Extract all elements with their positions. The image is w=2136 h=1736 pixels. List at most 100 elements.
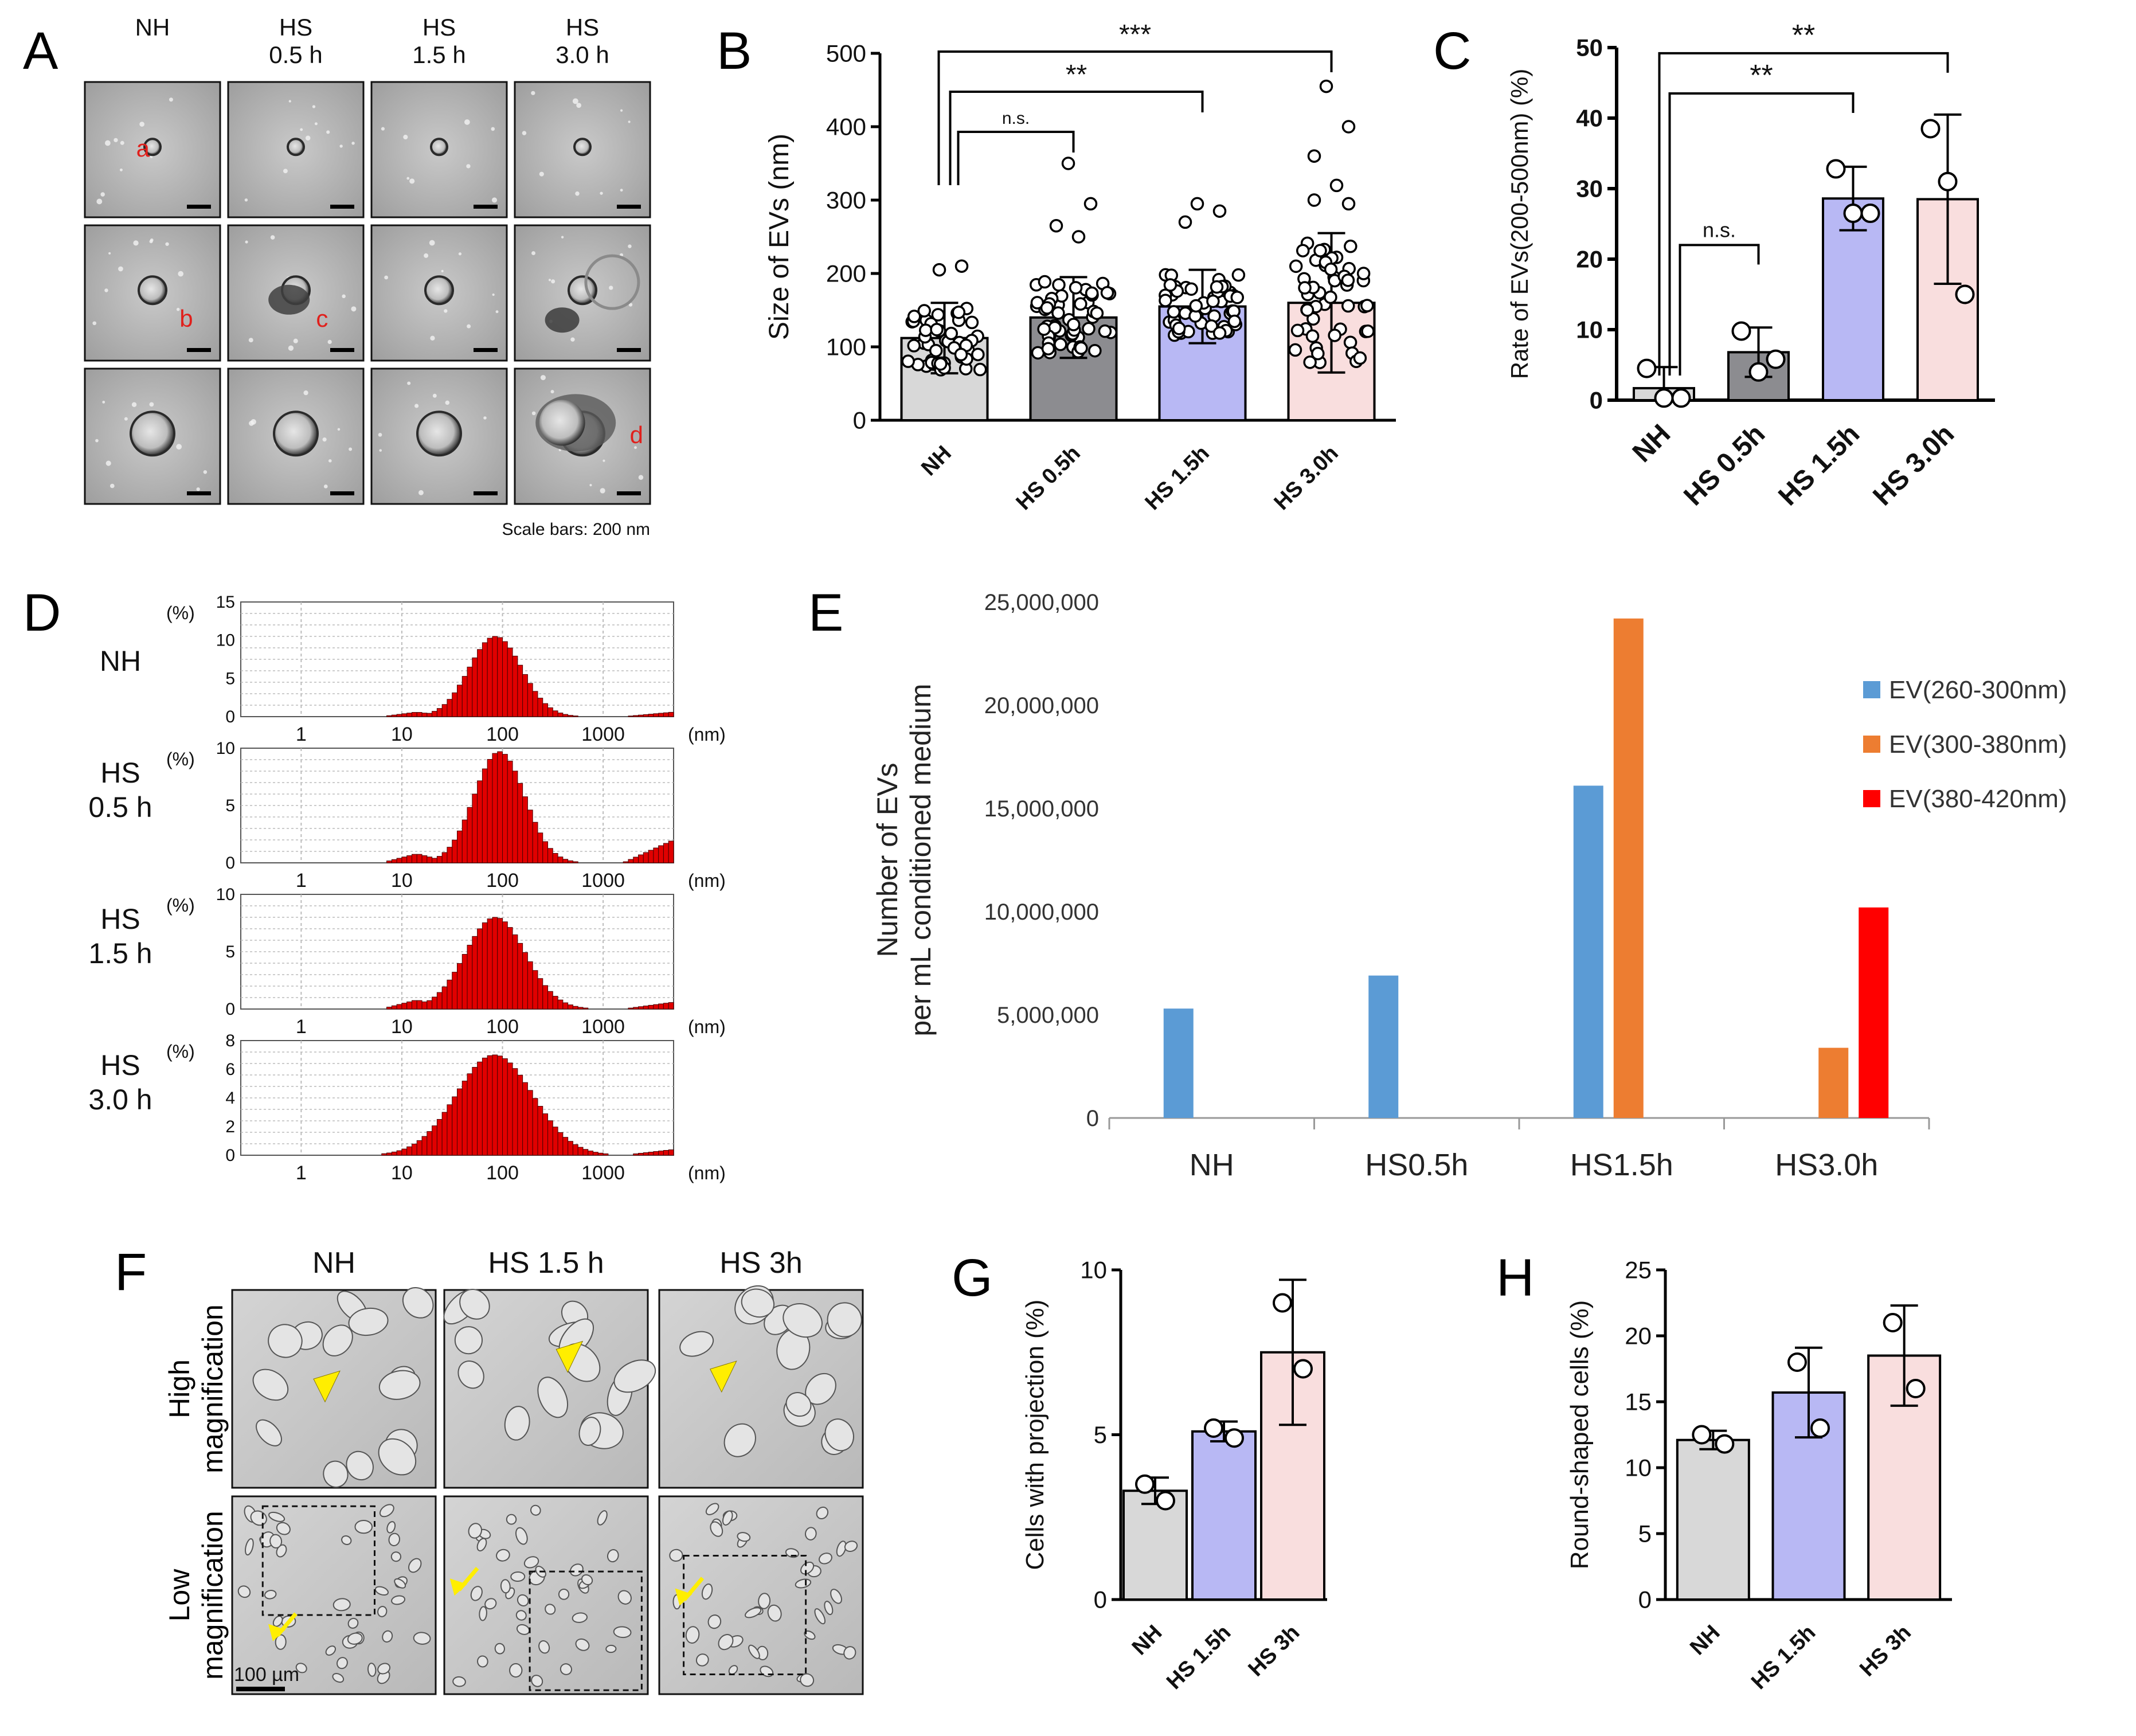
data-point	[1273, 1293, 1292, 1313]
cell-shape	[538, 1640, 550, 1654]
tem-marker-label: c	[316, 305, 328, 332]
cell-shape	[737, 1532, 751, 1542]
histogram-bar	[668, 1002, 674, 1010]
cell-shape	[341, 1535, 352, 1545]
data-point	[1766, 349, 1786, 369]
tem-speck	[327, 339, 332, 345]
data-point	[1343, 335, 1358, 349]
tem-column-header: NH	[135, 14, 170, 41]
data-point	[1227, 314, 1242, 329]
x-tick-label: 1	[296, 870, 307, 892]
x-tick-label: 10	[391, 870, 413, 892]
tem-speck	[600, 488, 605, 494]
y-tick-label: 5	[225, 796, 235, 815]
y-tick-label: 0	[1638, 1586, 1652, 1613]
histogram-bar	[461, 676, 468, 717]
y-tick-label: 15,000,000	[984, 796, 1099, 822]
data-point	[1324, 263, 1338, 276]
category-label: HS 1.5h	[1141, 441, 1214, 515]
cell-shape	[515, 1527, 528, 1545]
cell-shape	[252, 1369, 289, 1401]
data-point	[1307, 193, 1321, 207]
arrowhead-marker	[710, 1360, 737, 1393]
histogram-bar	[482, 922, 488, 1010]
tem-speck	[108, 252, 111, 255]
data-point	[1313, 244, 1327, 257]
panel-letter-f: F	[115, 1243, 147, 1301]
data-point	[1082, 322, 1096, 336]
data-point	[1163, 278, 1177, 292]
histogram-bar	[472, 936, 478, 1010]
histogram-bar	[648, 850, 654, 863]
y-tick-label: 10,000,000	[984, 900, 1099, 925]
cell-shape	[741, 1288, 775, 1318]
histogram-bar	[638, 1006, 644, 1010]
tem-speck	[337, 428, 341, 431]
data-point	[1293, 1359, 1313, 1379]
tem-speck	[95, 439, 99, 443]
cell-shape	[256, 1419, 282, 1446]
cell-shape	[322, 1324, 353, 1356]
y-axis-label: Rate of EVs(200-500nm) (%)	[1506, 69, 1533, 380]
y-tick-label: 400	[826, 114, 866, 140]
y-tick-label: 5,000,000	[997, 1003, 1099, 1028]
category-label: HS 3h	[1244, 1621, 1305, 1682]
cell-shape	[816, 1506, 829, 1519]
tem-speck	[102, 400, 105, 404]
tem-speck	[531, 91, 535, 95]
tem-speck	[638, 475, 644, 480]
significance-label: **	[1792, 19, 1815, 52]
cell-shape	[695, 1653, 709, 1667]
histogram-bar	[391, 714, 397, 717]
category-label: HS 3.0h	[1867, 419, 1960, 511]
scale-bar	[474, 348, 498, 352]
x-tick-label: 100	[486, 1162, 519, 1184]
scale-note: Scale bars: 200 nm	[502, 520, 650, 539]
histogram-bar	[472, 793, 478, 863]
histogram-bar	[421, 855, 428, 863]
tem-speck	[379, 449, 382, 452]
tem-speck	[495, 310, 499, 314]
y-tick-label: 50	[1576, 34, 1603, 61]
panel-letter-h: H	[1496, 1249, 1534, 1307]
category-label: NH	[917, 441, 956, 481]
y-tick-label: 2	[225, 1117, 235, 1136]
y-tick-label: 20,000,000	[984, 693, 1099, 718]
histogram-bar	[386, 1152, 392, 1156]
histogram-bar	[461, 819, 468, 863]
histogram-bar	[386, 861, 392, 863]
y-tick-label: 15	[216, 593, 235, 612]
cell-shape	[348, 1307, 389, 1336]
histogram-bar	[668, 711, 674, 717]
histogram-bar	[542, 841, 549, 863]
cell-shape	[824, 1418, 854, 1452]
cell-shape	[484, 1598, 497, 1610]
tem-speck	[105, 460, 111, 466]
histogram-bar	[537, 698, 543, 717]
cell-shape	[269, 1534, 283, 1549]
histogram-bar	[441, 1112, 448, 1156]
tem-speck	[149, 240, 153, 244]
histogram-bar	[416, 854, 422, 863]
bar	[1122, 1489, 1188, 1601]
panel-letter-a: A	[23, 22, 58, 80]
histogram-bar	[467, 807, 473, 863]
y-tick-label: 40	[1576, 105, 1603, 132]
tem-speck	[244, 198, 248, 202]
cell-shape	[669, 1549, 683, 1562]
y-unit-label: (%)	[166, 1041, 195, 1062]
category-label: HS1.5h	[1570, 1148, 1673, 1182]
data-point	[1356, 267, 1371, 280]
data-point	[1167, 305, 1181, 319]
cell-shape	[710, 1521, 723, 1537]
histogram-bar	[391, 859, 397, 863]
x-tick-label: 1	[296, 1162, 307, 1184]
histogram-bar	[532, 822, 538, 863]
histogram-bar	[396, 1004, 402, 1010]
y-tick-label: 6	[225, 1060, 235, 1079]
category-label: HS 1.5h	[1773, 419, 1865, 511]
histogram-bar	[432, 858, 437, 863]
legend-label: EV(380-420nm)	[1889, 785, 2067, 813]
histogram-bar	[421, 713, 428, 717]
data-point	[1069, 281, 1083, 295]
